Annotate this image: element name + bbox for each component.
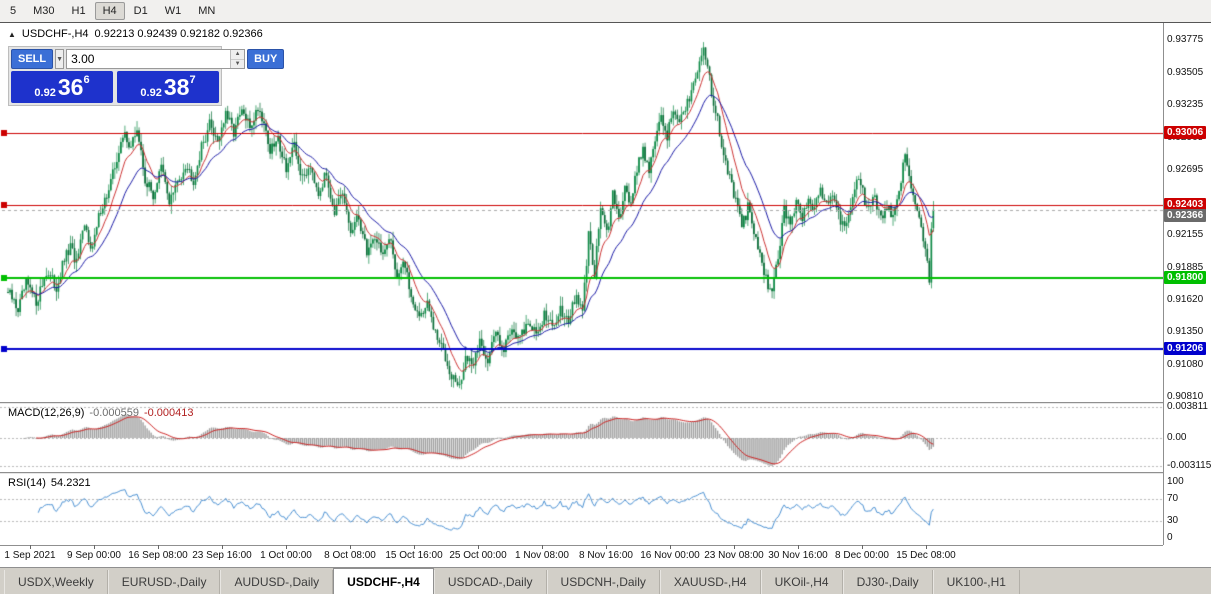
buy-button[interactable]: BUY: [247, 49, 285, 69]
rsi-name: RSI(14): [8, 477, 46, 489]
chart-tab-bar: USDX,Weekly EURUSD-,Daily AUDUSD-,Daily USD…: [0, 567, 1211, 594]
timeframe-button-m30[interactable]: M30: [33, 5, 55, 17]
macd-signal-value: -0.000413: [143, 407, 194, 419]
buy-price-prefix: 0.92: [140, 87, 162, 99]
chart-tab-usdcnh-daily[interactable]: USDCNH-,Daily: [546, 570, 660, 594]
price-axis-border: [1163, 23, 1164, 545]
rsi-panel-canvas[interactable]: [0, 474, 1163, 544]
timeframe-button-d1[interactable]: D1: [133, 5, 148, 17]
volume-field: ▲ ▼: [66, 49, 246, 69]
sell-price-big-digits: 36: [57, 73, 84, 100]
buy-price-big-digits: 38: [163, 73, 190, 100]
sell-button[interactable]: SELL: [11, 49, 54, 69]
panel-splitter[interactable]: [0, 402, 1211, 404]
price-axis[interactable]: [1164, 23, 1211, 545]
rsi-value: 54.2321: [50, 477, 91, 489]
chart-title: ▲ USDCHF-,H4 0.92213 0.92439 0.92182 0.9…: [8, 28, 263, 40]
chart-tab-eurusd-daily[interactable]: EURUSD-,Daily: [107, 570, 221, 594]
toolbar-divider: [0, 22, 1211, 23]
timeframe-button-mn[interactable]: MN: [198, 5, 216, 17]
sell-price-pip-digit: 6: [83, 74, 90, 86]
timeframe-button-h4[interactable]: H4: [94, 2, 125, 20]
volume-dropdown-button[interactable]: ▼: [55, 49, 65, 69]
volume-spinner: ▲ ▼: [230, 50, 245, 68]
chart-tab-uk100-h1[interactable]: UK100-,H1: [932, 570, 1020, 594]
timeframe-button-w1[interactable]: W1: [164, 5, 182, 17]
timeframe-button-h1[interactable]: H1: [71, 5, 86, 17]
sell-price-prefix: 0.92: [34, 87, 56, 99]
sell-price-display[interactable]: 0.92 36 6: [11, 71, 113, 103]
chart-tab-xauusd-h4[interactable]: XAUUSD-,H4: [659, 570, 761, 594]
symbol-arrow-icon: ▲: [8, 29, 16, 39]
spinner-up-icon: ▲: [234, 51, 241, 58]
macd-name: MACD(12,26,9): [8, 407, 85, 419]
chart-tab-dj30-daily[interactable]: DJ30-,Daily: [842, 570, 933, 594]
buy-price-display[interactable]: 0.92 38 7: [117, 71, 219, 103]
macd-indicator-label: MACD(12,26,9) -0.000559 -0.000413: [8, 407, 194, 419]
rsi-indicator-label: RSI(14) 54.2321: [8, 477, 91, 489]
panel-splitter[interactable]: [0, 472, 1211, 474]
chart-tab-audusd-daily[interactable]: AUDUSD-,Daily: [220, 570, 334, 594]
spinner-down-icon: ▼: [234, 60, 241, 67]
timeframe-button-5[interactable]: 5: [10, 5, 17, 17]
chart-symbol-label: USDCHF-,H4: [21, 28, 89, 40]
timeframe-toolbar: 5 M30 H1 H4 D1 W1 MN: [0, 0, 1211, 22]
chart-tab-usdcad-daily[interactable]: USDCAD-,Daily: [433, 570, 547, 594]
volume-input[interactable]: [67, 50, 231, 68]
buy-price-pip-digit: 7: [189, 74, 196, 86]
time-axis[interactable]: [0, 545, 1163, 567]
trade-price-row: 0.92 36 6 0.92 38 7: [11, 71, 219, 103]
volume-down-button[interactable]: ▼: [231, 59, 245, 68]
one-click-trading-panel: SELL ▼ ▲ ▼ BUY 0.92 36 6 0.92 38 7: [8, 46, 285, 106]
dropdown-arrow-icon: ▼: [56, 55, 64, 63]
chart-tab-usdchf-h4[interactable]: USDCHF-,H4: [333, 568, 434, 594]
macd-panel-canvas[interactable]: [0, 404, 1163, 472]
trade-controls-row: SELL ▼ ▲ ▼ BUY: [11, 49, 285, 69]
macd-main-value: -0.000559: [89, 407, 139, 419]
chart-tab-ukoil-h4[interactable]: UKOil-,H4: [760, 570, 843, 594]
chart-tab-usdx-weekly[interactable]: USDX,Weekly: [4, 570, 108, 594]
chart-ohlc-values: 0.92213 0.92439 0.92182 0.92366: [94, 28, 263, 40]
volume-up-button[interactable]: ▲: [231, 50, 245, 60]
